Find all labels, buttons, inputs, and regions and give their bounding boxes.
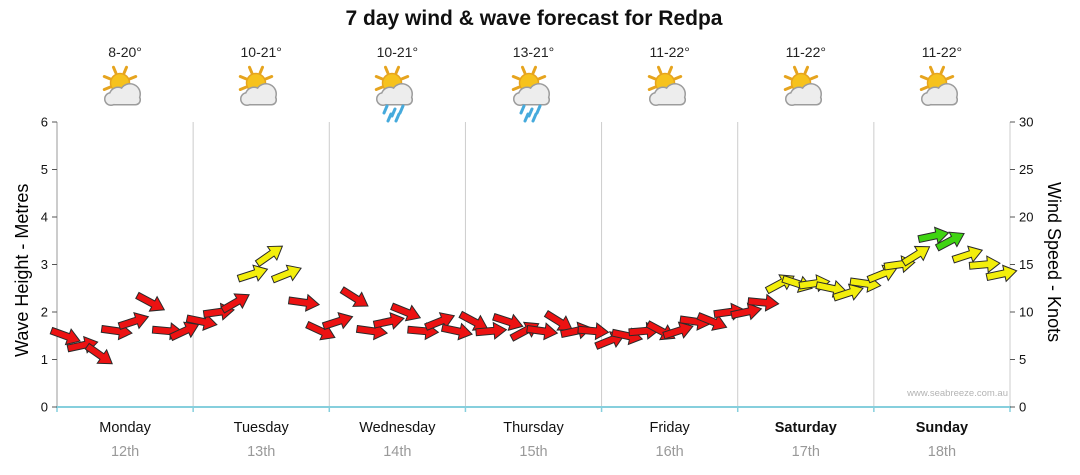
right-axis-tick-label: 0	[1019, 400, 1026, 415]
day-label: Wednesday	[359, 420, 436, 436]
temperature-range: 10-21°	[240, 44, 282, 60]
wind-arrow	[832, 283, 864, 302]
wind-arrow	[287, 293, 321, 312]
temperature-range: 8-20°	[108, 44, 142, 60]
wind-arrow	[968, 255, 1001, 274]
wind-arrow	[662, 321, 694, 340]
right-axis-tick-label: 5	[1019, 352, 1026, 367]
wind-arrow	[526, 322, 559, 341]
right-axis-title: Wind Speed - Knots	[1044, 182, 1064, 343]
wind-arrow	[84, 342, 113, 365]
right-axis-tick-label: 25	[1019, 162, 1033, 177]
watermark: www.seabreeze.com.au	[907, 388, 1008, 399]
wind-arrow	[339, 286, 369, 307]
left-axis-tick-label: 1	[41, 352, 48, 367]
wind-arrow	[934, 231, 965, 252]
wind-arrow	[220, 293, 250, 314]
wind-arrow	[168, 321, 200, 342]
wind-arrow	[49, 326, 81, 346]
day-label: Tuesday	[233, 420, 289, 436]
sun-cloud-icon	[914, 64, 970, 126]
date-label: 12th	[110, 444, 140, 460]
wind-arrow	[270, 264, 302, 284]
sun-cloud-rain-icon	[506, 64, 562, 126]
sun-cloud-icon	[642, 64, 698, 126]
day-label: Monday	[99, 420, 151, 436]
date-label: 15th	[519, 444, 548, 460]
sun-cloud-icon	[778, 64, 834, 126]
wind-arrow	[440, 322, 473, 341]
day-label: Thursday	[503, 420, 564, 436]
sun-cloud-rain-icon	[369, 64, 425, 126]
wind-arrow	[372, 312, 405, 330]
left-axis-title: Wave Height - Metres	[12, 183, 32, 357]
temperature-range: 11-22°	[785, 44, 826, 60]
temperature-range: 11-22°	[921, 44, 963, 60]
wind-arrow	[254, 245, 284, 268]
wind-arrow	[185, 313, 218, 331]
wind-arrow	[985, 264, 1018, 283]
left-axis-tick-label: 4	[41, 210, 48, 225]
left-axis-tick-label: 5	[41, 162, 48, 177]
wind-arrow	[951, 245, 984, 264]
date-label: 18th	[927, 444, 957, 460]
right-axis-tick-label: 30	[1019, 115, 1033, 130]
temperature-range: 10-21°	[376, 44, 419, 60]
wind-arrow	[917, 226, 950, 245]
sun-cloud-icon	[97, 64, 153, 126]
wind-arrow	[117, 312, 150, 330]
day-label: Saturday	[774, 420, 837, 436]
right-axis-tick-label: 10	[1019, 305, 1033, 320]
left-axis-tick-label: 3	[41, 257, 48, 272]
day-label: Sunday	[915, 420, 969, 436]
right-axis-tick-label: 15	[1019, 257, 1033, 272]
wind-arrow	[475, 321, 508, 340]
day-label: Friday	[649, 420, 690, 436]
left-axis-tick-label: 6	[41, 115, 48, 130]
wind-arrow	[901, 245, 931, 267]
sun-cloud-icon	[233, 64, 289, 126]
right-axis-tick-label: 20	[1019, 210, 1033, 225]
date-label: 17th	[791, 444, 820, 460]
wind-arrow	[577, 322, 610, 341]
wind-arrow	[236, 264, 269, 283]
wind-arrow	[747, 293, 780, 312]
date-label: 14th	[383, 444, 412, 460]
wind-arrow	[730, 302, 763, 321]
wind-arrow	[135, 291, 166, 312]
temperature-range: 11-22°	[649, 44, 690, 60]
wind-arrow	[390, 302, 422, 322]
wind-arrow	[321, 312, 354, 330]
left-axis-tick-label: 2	[41, 305, 48, 320]
date-label: 16th	[655, 444, 684, 460]
wind-arrow	[492, 313, 524, 331]
left-axis-tick-label: 0	[41, 400, 48, 415]
chart-title: 7 day wind & wave forecast for Redpa	[345, 7, 723, 30]
temperature-range: 13-21°	[512, 44, 555, 60]
date-label: 13th	[247, 444, 276, 460]
